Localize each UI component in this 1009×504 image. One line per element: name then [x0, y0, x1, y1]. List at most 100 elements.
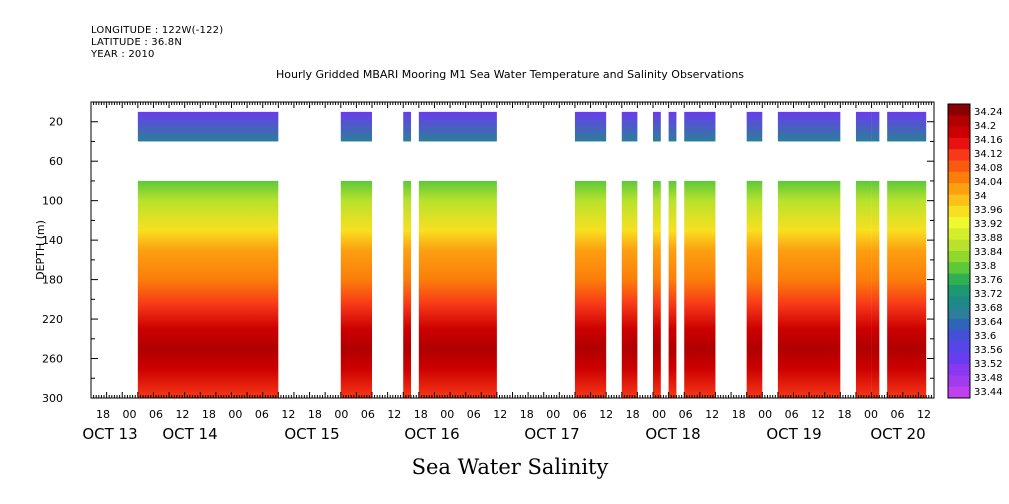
- colorbar: 34.24 34.2 34.16 34.12 34.08 34.04 34 33.96 33.9…: [947, 103, 1003, 399]
- deep-salinity-block-3: [418, 180, 497, 398]
- x-day-label: OCT 20: [870, 425, 925, 443]
- y-tick-label: 100: [42, 195, 63, 208]
- colorbar-label: 33.68: [974, 303, 1003, 314]
- x-day-label: OCT 16: [404, 425, 459, 443]
- colorbar-swatch: [948, 296, 970, 309]
- x-tick-label: 12: [705, 408, 719, 421]
- x-tick-label: 12: [175, 408, 189, 421]
- colorbar-label: 34.12: [974, 149, 1003, 160]
- surface-salinity-block-9: [746, 111, 763, 142]
- colorbar-swatch: [948, 273, 970, 286]
- y-tick-label: 260: [42, 353, 63, 366]
- surface-salinity-block-7: [668, 111, 677, 142]
- x-tick-label: 00: [440, 408, 454, 421]
- colorbar-label: 33.6: [974, 331, 996, 342]
- x-tick-label: 06: [255, 408, 269, 421]
- deep-salinity-block-0: [137, 180, 279, 398]
- x-tick-label: 00: [864, 408, 878, 421]
- colorbar-swatch: [948, 228, 970, 241]
- surface-salinity-block-11: [855, 111, 872, 142]
- year-label: YEAR : 2010: [91, 49, 155, 60]
- x-tick-label: 00: [228, 408, 242, 421]
- colorbar-frame: [947, 103, 971, 399]
- deep-salinity-block-8: [684, 180, 716, 398]
- surface-salinity-block-6: [653, 111, 661, 142]
- colorbar-swatch: [948, 307, 970, 320]
- x-tick-label: 12: [493, 408, 507, 421]
- colorbar-swatch: [948, 251, 970, 263]
- x-tick-label: 12: [811, 408, 825, 421]
- bottom-title: Sea Water Salinity: [411, 455, 609, 479]
- colorbar-swatch: [948, 386, 970, 399]
- y-tick-label: 300: [42, 392, 63, 405]
- colorbar-label: 33.44: [974, 387, 1003, 398]
- colorbar-swatch: [948, 375, 970, 388]
- colorbar-swatch: [948, 364, 970, 376]
- colorbar-label: 34.16: [974, 135, 1003, 146]
- longitude-label: LONGITUDE : 122W(-122): [91, 25, 224, 36]
- colorbar-label: 33.88: [974, 233, 1003, 244]
- surface-salinity-block-3: [418, 111, 497, 142]
- colorbar-swatch: [948, 149, 970, 162]
- deep-salinity-block-1: [340, 180, 372, 398]
- surface-salinity-block-2: [403, 111, 412, 142]
- colorbar-label: 33.52: [974, 359, 1003, 370]
- colorbar-swatch: [948, 262, 970, 275]
- y-axis-label: DEPTH (m): [34, 220, 47, 280]
- x-tick-label: 12: [917, 408, 931, 421]
- colorbar-label: 34.24: [974, 107, 1003, 118]
- colorbar-label: 33.8: [974, 261, 996, 272]
- colorbar-swatch: [948, 126, 970, 139]
- x-tick-label: 06: [573, 408, 587, 421]
- colorbar-swatch: [948, 104, 970, 116]
- chart-title: Hourly Gridded MBARI Mooring M1 Sea Wate…: [275, 68, 745, 81]
- x-day-label: OCT 15: [284, 425, 339, 443]
- x-tick-label: 12: [387, 408, 401, 421]
- y-tick-label: 20: [49, 116, 63, 129]
- colorbar-swatch: [948, 352, 970, 365]
- colorbar-label: 33.84: [974, 247, 1003, 258]
- colorbar-label: 34.08: [974, 163, 1003, 174]
- x-tick-label: 18: [838, 408, 852, 421]
- surface-salinity-block-8: [684, 111, 716, 142]
- x-tick-label: 06: [467, 408, 481, 421]
- surface-salinity-block-1: [340, 111, 372, 142]
- x-tick-label: 18: [626, 408, 640, 421]
- x-tick-label: 18: [96, 408, 110, 421]
- colorbar-label: 33.92: [974, 219, 1003, 230]
- x-tick-label: 00: [758, 408, 772, 421]
- latitude-label: LATITUDE : 36.8N: [91, 37, 183, 48]
- colorbar-label: 34: [974, 191, 987, 202]
- plot-area: [137, 111, 927, 398]
- y-tick-label: 60: [49, 155, 63, 168]
- x-tick-label: 18: [308, 408, 322, 421]
- deep-salinity-block-2: [403, 180, 412, 398]
- colorbar-swatch: [948, 194, 970, 207]
- colorbar-swatch: [948, 318, 970, 331]
- surface-salinity-block-12: [871, 111, 880, 142]
- x-tick-label: 06: [679, 408, 693, 421]
- x-tick-label: 00: [334, 408, 348, 421]
- x-tick-label: 18: [202, 408, 216, 421]
- x-tick-label: 12: [281, 408, 295, 421]
- y-tick-label: 140: [42, 234, 63, 247]
- colorbar-swatch: [948, 160, 970, 173]
- y-tick-label: 180: [42, 274, 63, 287]
- colorbar-swatch: [948, 183, 970, 195]
- x-day-label: OCT 18: [645, 425, 700, 443]
- x-tick-label: 00: [652, 408, 666, 421]
- x-tick-label: 18: [414, 408, 428, 421]
- deep-salinity-block-13: [887, 180, 927, 398]
- deep-salinity-block-7: [668, 180, 677, 398]
- x-tick-label: 18: [520, 408, 534, 421]
- x-tick-label: 00: [546, 408, 560, 421]
- x-tick-label: 06: [149, 408, 163, 421]
- axes: 20 60 100 140 180 220 260 300 18 00 06 12 18 00 06 12 18…: [42, 101, 935, 443]
- deep-salinity-block-9: [746, 180, 763, 398]
- colorbar-label: 34.2: [974, 121, 996, 132]
- colorbar-swatch: [948, 137, 970, 150]
- x-day-label: OCT 17: [524, 425, 579, 443]
- colorbar-swatch: [948, 205, 970, 218]
- colorbar-swatch: [948, 341, 970, 354]
